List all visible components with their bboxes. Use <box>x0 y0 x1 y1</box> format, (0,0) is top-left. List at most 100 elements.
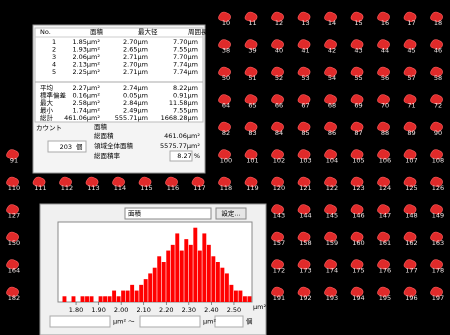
particle-label: 40 <box>275 47 283 55</box>
particle-label: 160 <box>352 239 364 247</box>
particle <box>377 149 390 160</box>
particle-label: 122 <box>326 184 338 192</box>
particle-label: 46 <box>434 47 442 55</box>
particle <box>403 231 417 242</box>
range-to-unit: μm² <box>203 318 216 326</box>
histogram-bar <box>193 227 198 302</box>
histogram-bar <box>220 267 225 302</box>
particle-label: 64 <box>222 102 230 110</box>
particle <box>271 149 284 160</box>
particle-label: 144 <box>299 212 311 220</box>
histogram-bar <box>238 290 243 302</box>
particle <box>218 66 231 77</box>
range-to-input[interactable] <box>139 315 201 328</box>
particle-label: 182 <box>8 294 20 302</box>
particle-label: 14 <box>328 19 336 27</box>
area-label: 総面積 <box>94 131 114 140</box>
particle-label: 102 <box>273 157 285 165</box>
stats-cell: 0.91μm <box>173 92 198 100</box>
particle-label: 145 <box>326 212 338 220</box>
histogram-bar <box>242 296 247 302</box>
table-cell: 1 <box>52 38 56 46</box>
table-cell: 2.25μm² <box>72 68 100 76</box>
particle <box>244 121 258 132</box>
particle <box>403 204 417 215</box>
particle <box>403 286 417 297</box>
particle <box>430 231 443 242</box>
particle <box>377 231 390 242</box>
particle <box>271 121 284 132</box>
count-input[interactable] <box>214 315 244 328</box>
x-unit: μm² <box>253 303 266 311</box>
particle <box>297 231 311 242</box>
particle-label: 82 <box>222 129 230 137</box>
area-label: 領域全体面積 <box>94 141 134 150</box>
particle <box>377 11 390 22</box>
particle <box>430 286 443 297</box>
histogram-bar <box>62 296 67 302</box>
histogram-bar <box>134 290 139 302</box>
particle <box>350 39 364 50</box>
histogram-bar <box>107 296 112 302</box>
particle-label: 117 <box>193 184 205 192</box>
particle-label: 125 <box>405 184 417 192</box>
particle <box>297 259 311 270</box>
histogram-bar <box>152 267 157 302</box>
particle-label: 123 <box>352 184 364 192</box>
x-tick-label: 2.10 <box>136 306 150 314</box>
range-from-input[interactable] <box>49 315 111 328</box>
particle-label: 42 <box>328 47 336 55</box>
particle <box>6 259 19 270</box>
particle-label: 44 <box>381 47 389 55</box>
particle <box>271 11 284 22</box>
particle-label: 17 <box>407 19 415 27</box>
stats-cell: 2.27μm² <box>72 84 100 92</box>
column-header: No. <box>40 28 51 36</box>
selector-box[interactable] <box>124 207 212 220</box>
particle <box>324 231 337 242</box>
selector-text: 面積 <box>128 209 142 218</box>
particle <box>430 176 443 187</box>
particle-label: 178 <box>432 267 444 275</box>
particle <box>218 39 231 50</box>
stats-cell: 555.71μm <box>115 114 148 122</box>
histogram-bar <box>233 290 238 302</box>
histogram-bar <box>157 256 162 302</box>
particle-label: 100 <box>220 157 232 165</box>
particle <box>350 259 364 270</box>
particle <box>297 39 311 50</box>
particle-label: 196 <box>405 294 417 302</box>
particle-label: 87 <box>354 129 362 137</box>
particle-label: 114 <box>114 184 126 192</box>
particle-label: 105 <box>352 157 364 165</box>
particle <box>430 11 443 22</box>
particle <box>324 259 337 270</box>
button-text: 設定... <box>221 209 240 218</box>
histogram-bar <box>161 262 166 302</box>
particle <box>377 121 390 132</box>
particle-label: 116 <box>167 184 179 192</box>
particle <box>350 66 364 77</box>
particle-label: 68 <box>328 102 336 110</box>
settings-button[interactable] <box>215 207 247 220</box>
particle-label: 104 <box>326 157 338 165</box>
histogram-bar <box>80 296 85 302</box>
particle-label: 86 <box>328 129 336 137</box>
particle <box>59 176 72 187</box>
stats-cell: 2.84μm <box>123 99 148 107</box>
particle-label: 45 <box>407 47 415 55</box>
particle-label: 150 <box>8 239 20 247</box>
particle-label: 172 <box>273 267 285 275</box>
particle <box>6 149 19 160</box>
particle <box>430 39 443 50</box>
histogram-bar <box>202 233 207 302</box>
x-tick-label: 2.30 <box>182 306 196 314</box>
particle-label: 107 <box>405 157 417 165</box>
particle-label: 177 <box>405 267 417 275</box>
histogram-bar <box>143 279 148 302</box>
histogram-bar <box>98 296 103 302</box>
table-cell: 7.55μm <box>173 46 198 54</box>
particle <box>430 66 443 77</box>
